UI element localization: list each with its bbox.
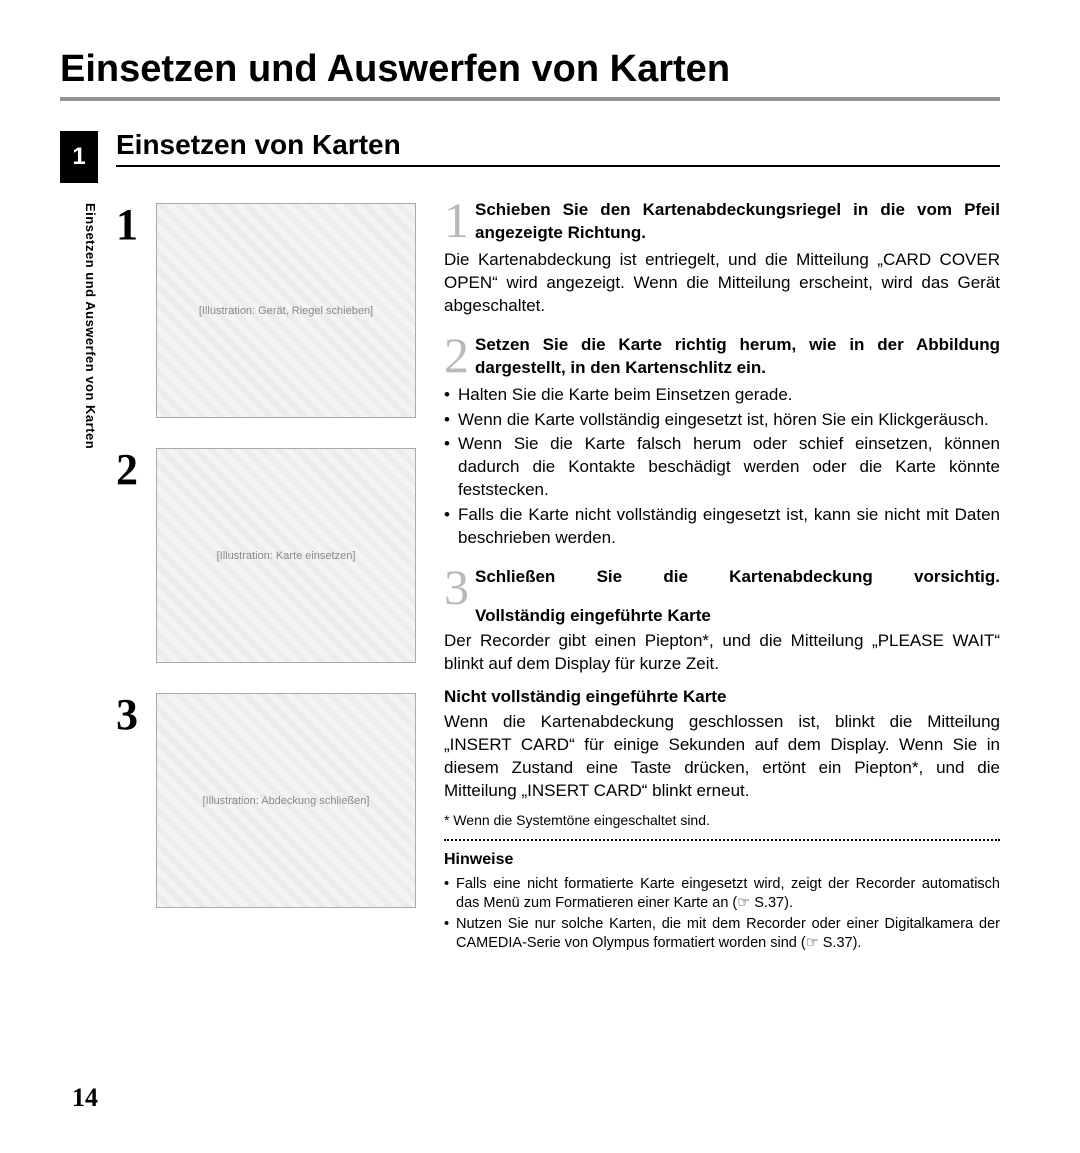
body-grid: Einsetzen und Auswerfen von Karten 1 [Il… xyxy=(60,193,1000,954)
bullet-item: Wenn Sie die Karte falsch herum oder sch… xyxy=(444,433,1000,502)
subsection-body: Der Recorder gibt einen Piepton*, und di… xyxy=(444,630,1000,676)
side-running-head: Einsetzen und Auswerfen von Karten xyxy=(60,193,98,954)
bullet-item: Wenn die Karte vollständig eingesetzt is… xyxy=(444,409,1000,432)
page-number: 14 xyxy=(72,1083,98,1113)
figure-1: 1 [Illustration: Gerät, Riegel schieben] xyxy=(116,203,426,418)
section-subtitle: Einsetzen von Karten xyxy=(116,129,1000,167)
step-bullets: Halten Sie die Karte beim Einsetzen gera… xyxy=(444,384,1000,551)
section-header: 1 Einsetzen von Karten xyxy=(60,129,1000,183)
step-heading: Schließen Sie die Kartenabdeckung vorsic… xyxy=(444,566,1000,589)
notes-heading: Hinweise xyxy=(444,849,1000,871)
manual-page: Einsetzen und Auswerfen von Karten 1 Ein… xyxy=(0,0,1080,994)
chapter-number-box: 1 xyxy=(60,131,98,183)
device-illustration-3: [Illustration: Abdeckung schließen] xyxy=(156,693,416,908)
figure-number: 2 xyxy=(116,448,146,492)
bullet-item: Halten Sie die Karte beim Einsetzen gera… xyxy=(444,384,1000,407)
figures-column: 1 [Illustration: Gerät, Riegel schieben]… xyxy=(116,193,426,954)
device-illustration-2: [Illustration: Karte einsetzen] xyxy=(156,448,416,663)
dotted-divider xyxy=(444,839,1000,841)
figure-2: 2 [Illustration: Karte einsetzen] xyxy=(116,448,426,663)
notes-list: Falls eine nicht formatierte Karte einge… xyxy=(444,875,1000,952)
step-number: 1 xyxy=(444,199,469,242)
subsection-heading: Vollständig eingeführte Karte xyxy=(444,605,1000,628)
subsection-heading: Nicht vollständig eingeführte Karte xyxy=(444,686,1000,709)
figure-3: 3 [Illustration: Abdeckung schließen] xyxy=(116,693,426,908)
figure-number: 3 xyxy=(116,693,146,737)
subsection-body: Wenn die Kartenabdeckung geschlossen ist… xyxy=(444,711,1000,803)
step-3: 3 Schließen Sie die Kartenabdeckung vors… xyxy=(444,566,1000,589)
note-item: Nutzen Sie nur solche Karten, die mit de… xyxy=(444,915,1000,953)
step-number: 3 xyxy=(444,566,469,609)
step-heading: Schieben Sie den Kartenabdeckungsriegel … xyxy=(444,199,1000,245)
footnote: * Wenn die Systemtöne eingeschaltet sind… xyxy=(444,811,1000,830)
page-title: Einsetzen und Auswerfen von Karten xyxy=(60,48,1000,101)
bullet-item: Falls die Karte nicht vollständig einges… xyxy=(444,504,1000,550)
step-1: 1 Schieben Sie den Kartenabdeckungsriege… xyxy=(444,199,1000,318)
step-number: 2 xyxy=(444,334,469,377)
figure-number: 1 xyxy=(116,203,146,247)
step-heading: Setzen Sie die Karte richtig herum, wie … xyxy=(444,334,1000,380)
step-body: Die Kartenabdeckung ist entriegelt, und … xyxy=(444,249,1000,318)
step-2: 2 Setzen Sie die Karte richtig herum, wi… xyxy=(444,334,1000,550)
device-illustration-1: [Illustration: Gerät, Riegel schieben] xyxy=(156,203,416,418)
text-column: 1 Schieben Sie den Kartenabdeckungsriege… xyxy=(444,193,1000,954)
note-item: Falls eine nicht formatierte Karte einge… xyxy=(444,875,1000,913)
